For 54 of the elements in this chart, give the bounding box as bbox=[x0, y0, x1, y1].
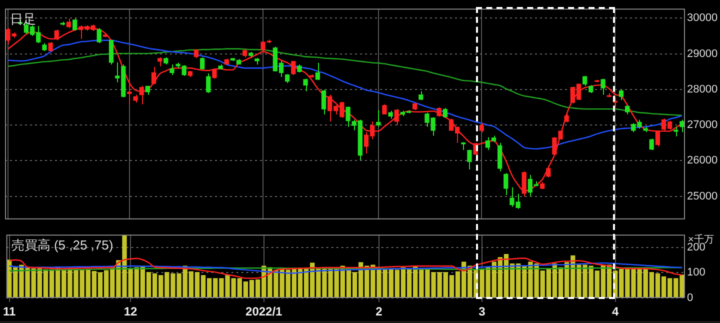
candlestick bbox=[151, 66, 156, 85]
candlestick bbox=[206, 72, 211, 94]
y-tick-label: 27000 bbox=[687, 119, 718, 132]
candlestick bbox=[600, 78, 606, 96]
candlestick bbox=[346, 106, 350, 128]
candlestick bbox=[315, 62, 320, 81]
y-tick-label: 100 bbox=[687, 266, 706, 279]
candlestick bbox=[394, 108, 399, 126]
candlestick bbox=[546, 166, 551, 178]
candlestick bbox=[127, 80, 132, 105]
line-series bbox=[8, 258, 683, 279]
x-tick-label: 4 bbox=[612, 304, 619, 319]
y-tick-label: 30000 bbox=[687, 12, 718, 24]
candlestick bbox=[497, 142, 502, 172]
candlestick bbox=[436, 106, 442, 117]
x-tick-label: 2 bbox=[376, 304, 383, 319]
candlestick bbox=[504, 172, 508, 196]
candlestick bbox=[649, 138, 654, 150]
candlestick bbox=[108, 39, 114, 66]
line-series bbox=[7, 40, 683, 150]
candlestick bbox=[170, 64, 174, 76]
candlestick bbox=[72, 18, 78, 32]
x-tick-label: 12 bbox=[124, 304, 138, 319]
candlestick bbox=[680, 119, 684, 133]
chart-title: 日足 bbox=[10, 12, 36, 27]
candlestick bbox=[66, 18, 72, 29]
candlestick bbox=[655, 130, 660, 147]
candlestick bbox=[376, 110, 381, 128]
x-tick-label: 11 bbox=[3, 304, 16, 319]
candlestick bbox=[48, 42, 53, 53]
candlestick bbox=[467, 149, 472, 170]
candlestick bbox=[200, 56, 205, 70]
candlestick bbox=[54, 29, 59, 41]
candlestick bbox=[96, 28, 102, 44]
x-tick-label: 2022/1 bbox=[246, 304, 283, 319]
candlestick bbox=[624, 104, 630, 115]
y-tick-label: 26000 bbox=[687, 154, 718, 167]
y-tick-label: 28000 bbox=[687, 83, 718, 96]
candlestick bbox=[139, 85, 144, 105]
chart-title: 売買高 (5 ,25 ,75) bbox=[11, 238, 114, 253]
candlestick bbox=[212, 68, 217, 80]
candlestick bbox=[618, 88, 624, 101]
candlestick bbox=[442, 107, 448, 118]
candlestick bbox=[321, 89, 326, 115]
y-tick-label: 0 bbox=[687, 292, 694, 304]
candlestick bbox=[291, 60, 296, 76]
candlestick bbox=[382, 104, 387, 115]
y-tick-label: 29000 bbox=[687, 48, 718, 60]
candlestick bbox=[674, 126, 678, 137]
y-tick-label: 25000 bbox=[687, 190, 718, 202]
line-series bbox=[8, 262, 683, 274]
candlestick bbox=[303, 78, 308, 92]
x-tick-label: 3 bbox=[478, 304, 486, 319]
candlestick bbox=[582, 75, 588, 86]
